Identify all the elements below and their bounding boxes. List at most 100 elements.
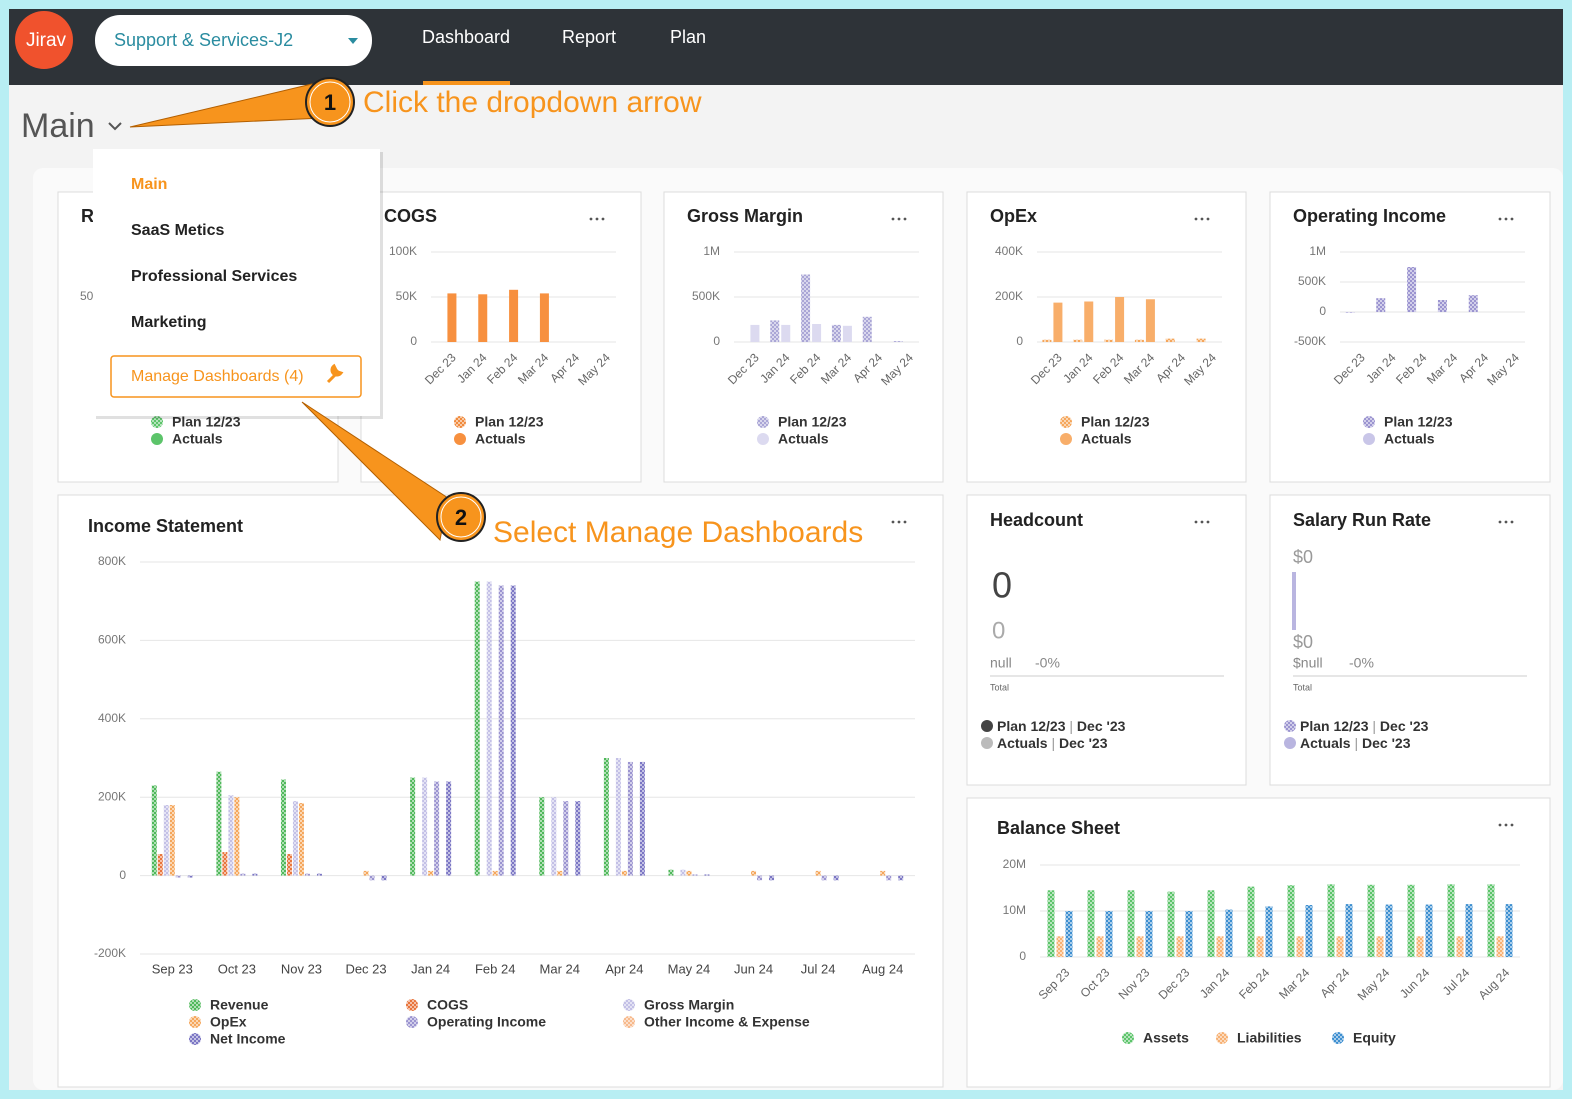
y-tick-label: 500K xyxy=(692,289,720,303)
x-tick-label: Mar 24 xyxy=(540,961,580,976)
legend-label: OpEx xyxy=(210,1014,247,1030)
menu-item[interactable]: Professional Services xyxy=(131,268,297,285)
bar xyxy=(1087,890,1095,957)
nav-underline xyxy=(423,81,510,85)
card-menu-dot xyxy=(1504,520,1508,524)
legend-marker xyxy=(757,416,769,428)
y-tick-label: 1M xyxy=(1309,244,1326,258)
legend-label: Gross Margin xyxy=(644,997,734,1013)
bar xyxy=(1345,904,1353,957)
bar xyxy=(228,795,234,876)
bar xyxy=(563,801,569,876)
bar xyxy=(551,797,557,876)
card-menu-dot xyxy=(891,520,895,524)
menu-item[interactable]: Main xyxy=(131,176,167,193)
legend-marker xyxy=(1060,416,1072,428)
legend-label: Actuals xyxy=(778,431,829,447)
y-tick-label: -200K xyxy=(94,946,126,960)
legend-marker xyxy=(1284,737,1296,749)
bar xyxy=(801,274,811,342)
chart-title: Operating Income xyxy=(1293,206,1446,226)
card-menu-dot xyxy=(1510,520,1514,524)
title-dropdown-arrow[interactable] xyxy=(108,122,122,131)
bar xyxy=(1385,904,1393,957)
company-select[interactable] xyxy=(95,15,372,66)
manage-label: Manage Dashboards (4) xyxy=(131,368,304,385)
manage-button[interactable] xyxy=(110,355,362,398)
legend-label: Net Income xyxy=(210,1031,286,1047)
chart-title: Gross Margin xyxy=(687,206,803,226)
kpi-prior: $null xyxy=(1293,655,1323,671)
x-tick-label: Jul 24 xyxy=(801,961,836,976)
card-menu-dot xyxy=(897,217,901,221)
logo[interactable] xyxy=(15,11,73,69)
company-name: Support & Services-J2 xyxy=(114,30,293,50)
legend-marker xyxy=(1363,416,1375,428)
callout-text: Click the dropdown arrow xyxy=(363,86,702,119)
bar xyxy=(1065,911,1073,957)
bar xyxy=(781,324,791,342)
bar xyxy=(893,341,903,342)
card-menu-dot xyxy=(1504,823,1508,827)
legend-label: Actuals xyxy=(475,431,526,447)
kpi-compare: $0 xyxy=(1293,632,1313,652)
nav-report[interactable]: Report xyxy=(562,27,616,47)
wrench-icon xyxy=(326,363,344,384)
kpi-total: Total xyxy=(1293,682,1312,692)
bar xyxy=(1096,936,1104,957)
legend-marker xyxy=(189,1033,201,1045)
y-tick-label: 600K xyxy=(98,633,126,647)
legend-label: Actuals | Dec '23 xyxy=(1300,735,1411,751)
menu-item[interactable]: SaaS Metics xyxy=(131,222,224,239)
bar xyxy=(240,873,246,876)
card-menu-dot xyxy=(1194,520,1198,524)
callout-badge-ring xyxy=(440,496,482,538)
legend-label: Operating Income xyxy=(427,1014,546,1030)
bar xyxy=(831,324,841,342)
bar xyxy=(252,873,258,876)
bar xyxy=(1145,911,1153,957)
legend-marker xyxy=(151,416,163,428)
card-menu-dot xyxy=(1206,520,1210,524)
y-tick-label: 0 xyxy=(119,868,126,882)
card-menu-dot xyxy=(891,217,895,221)
legend-marker xyxy=(623,999,635,1011)
y-tick-label: 0 xyxy=(1319,304,1326,318)
bar xyxy=(446,781,452,876)
bar xyxy=(369,875,375,881)
legend-label: Equity xyxy=(1353,1030,1396,1046)
nav-plan[interactable]: Plan xyxy=(670,27,706,47)
bar xyxy=(1207,890,1215,957)
legend-label: Actuals | Dec '23 xyxy=(997,735,1108,751)
bar xyxy=(498,585,504,876)
y-tick-label: 50 xyxy=(80,289,94,303)
card-menu-dot xyxy=(1206,217,1210,221)
card-menu-dot xyxy=(595,217,599,221)
x-tick-label: Sep 23 xyxy=(152,961,193,976)
kpi-value: $0 xyxy=(1293,547,1313,567)
bar xyxy=(539,293,549,342)
card-group xyxy=(966,191,1247,483)
bar xyxy=(639,761,645,876)
x-tick-label: Oct 23 xyxy=(218,961,256,976)
bar xyxy=(509,289,519,342)
bar xyxy=(1196,338,1206,342)
bar xyxy=(1185,911,1193,957)
menu-item[interactable]: Marketing xyxy=(131,314,207,331)
bar xyxy=(216,771,222,876)
bar xyxy=(880,870,886,876)
legend-label: Plan 12/23 xyxy=(172,414,241,430)
bar xyxy=(1468,295,1478,312)
bar xyxy=(862,316,872,342)
bar xyxy=(575,801,581,876)
chart-title: OpEx xyxy=(990,206,1037,226)
chart-title: Balance Sheet xyxy=(997,818,1120,838)
legend-label: Liabilities xyxy=(1237,1030,1302,1046)
legend-label: Plan 12/23 xyxy=(778,414,847,430)
bar xyxy=(668,869,674,876)
bar xyxy=(492,870,498,876)
bar xyxy=(304,873,310,876)
legend-marker xyxy=(1122,1032,1134,1044)
bar xyxy=(175,875,181,878)
nav-dashboard[interactable]: Dashboard xyxy=(422,27,510,47)
